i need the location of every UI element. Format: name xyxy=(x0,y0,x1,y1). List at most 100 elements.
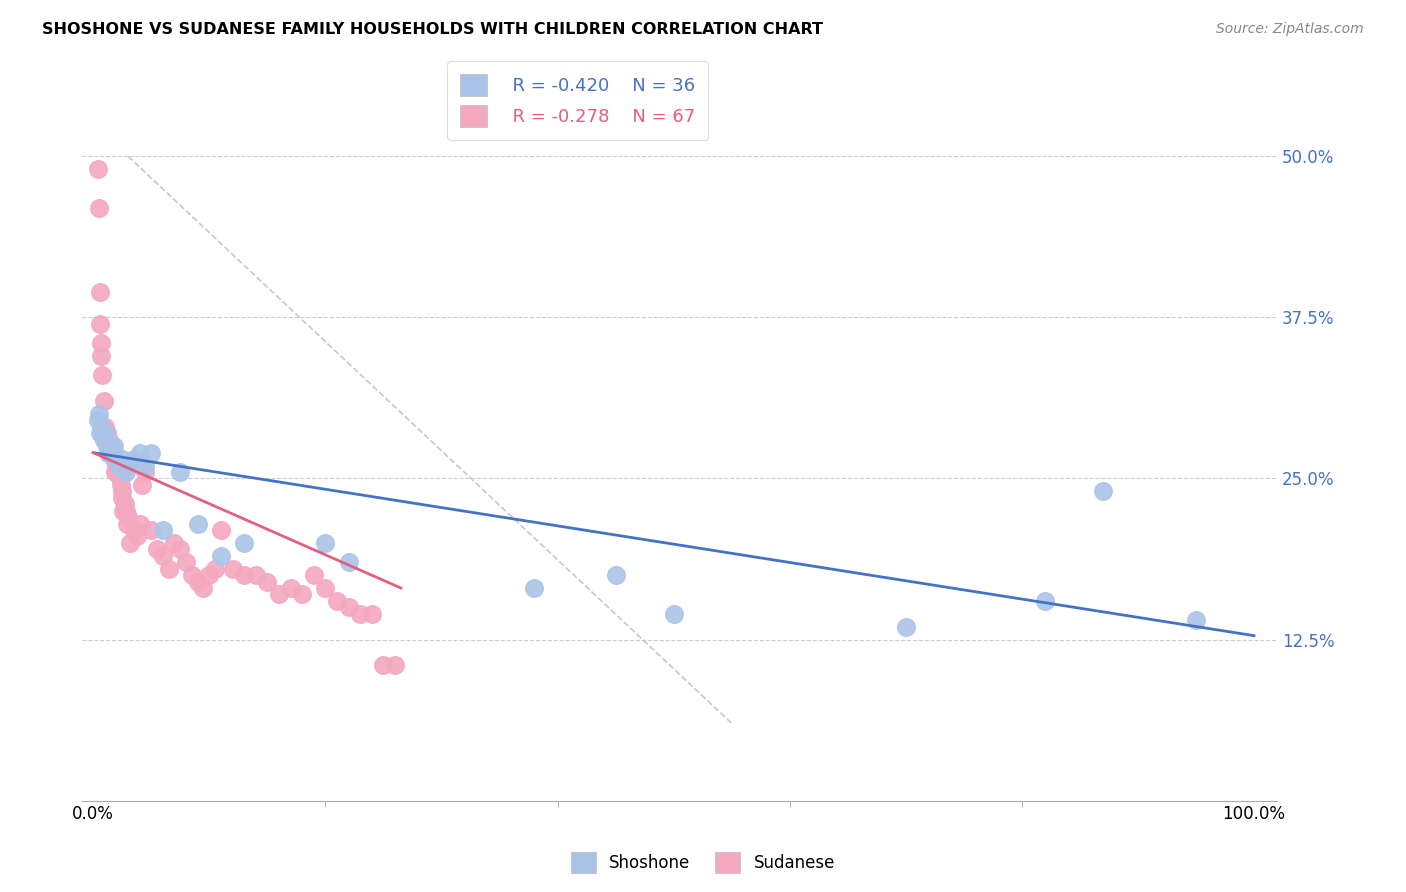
Point xyxy=(605,568,627,582)
Point xyxy=(134,465,156,479)
Point xyxy=(97,445,120,459)
Legend: Shoshone, Sudanese: Shoshone, Sudanese xyxy=(564,846,842,880)
Point xyxy=(360,607,382,621)
Point xyxy=(114,465,136,479)
Point xyxy=(97,433,120,447)
Point xyxy=(314,536,336,550)
Point xyxy=(349,607,371,621)
Point xyxy=(111,484,134,499)
Point xyxy=(107,465,129,479)
Point xyxy=(96,426,118,441)
Point xyxy=(187,574,209,589)
Point xyxy=(87,162,110,177)
Point xyxy=(146,542,169,557)
Point xyxy=(87,407,110,421)
Point xyxy=(1185,613,1208,627)
Point xyxy=(101,439,124,453)
Point xyxy=(90,420,112,434)
Point xyxy=(98,445,121,459)
Point xyxy=(198,568,221,582)
Point xyxy=(91,368,114,383)
Point xyxy=(103,452,125,467)
Point xyxy=(96,439,118,453)
Point xyxy=(94,426,117,441)
Point xyxy=(187,516,209,531)
Point xyxy=(233,536,256,550)
Point xyxy=(152,523,174,537)
Point xyxy=(157,561,180,575)
Point xyxy=(87,201,110,215)
Point xyxy=(174,555,197,569)
Point xyxy=(204,561,226,575)
Point xyxy=(111,491,134,505)
Point xyxy=(111,452,134,467)
Point xyxy=(169,465,191,479)
Point xyxy=(128,445,150,459)
Legend:   R = -0.420    N = 36,   R = -0.278    N = 67: R = -0.420 N = 36, R = -0.278 N = 67 xyxy=(447,62,709,139)
Point xyxy=(209,549,232,563)
Point xyxy=(256,574,278,589)
Point xyxy=(91,426,114,441)
Point xyxy=(103,445,125,459)
Point xyxy=(98,433,121,447)
Point xyxy=(94,426,117,441)
Point xyxy=(122,452,145,467)
Point xyxy=(894,620,917,634)
Point xyxy=(384,658,406,673)
Point xyxy=(180,568,202,582)
Point xyxy=(93,394,115,409)
Point xyxy=(90,336,112,351)
Point xyxy=(89,317,111,331)
Point xyxy=(117,458,139,473)
Text: Source: ZipAtlas.com: Source: ZipAtlas.com xyxy=(1216,22,1364,37)
Point xyxy=(152,549,174,563)
Point xyxy=(291,587,314,601)
Point xyxy=(337,555,360,569)
Point xyxy=(267,587,290,601)
Point xyxy=(120,536,142,550)
Point xyxy=(141,445,163,459)
Point xyxy=(89,285,111,299)
Point xyxy=(245,568,267,582)
Point xyxy=(127,529,149,543)
Point xyxy=(101,445,124,459)
Point xyxy=(114,497,136,511)
Point xyxy=(108,471,131,485)
Point xyxy=(1033,594,1056,608)
Point xyxy=(94,433,117,447)
Point xyxy=(523,581,546,595)
Point xyxy=(221,561,243,575)
Point xyxy=(373,658,395,673)
Point xyxy=(169,542,191,557)
Point xyxy=(105,452,128,467)
Point xyxy=(94,420,117,434)
Point xyxy=(101,445,124,459)
Point xyxy=(103,439,125,453)
Point xyxy=(90,349,112,363)
Point xyxy=(131,478,153,492)
Point xyxy=(134,458,156,473)
Point xyxy=(122,523,145,537)
Point xyxy=(110,478,132,492)
Point xyxy=(107,465,129,479)
Point xyxy=(302,568,325,582)
Point xyxy=(193,581,215,595)
Point xyxy=(100,439,122,453)
Point xyxy=(94,426,117,441)
Point xyxy=(112,503,135,517)
Point xyxy=(337,600,360,615)
Point xyxy=(662,607,685,621)
Point xyxy=(326,594,349,608)
Point xyxy=(209,523,232,537)
Point xyxy=(280,581,302,595)
Point xyxy=(89,426,111,441)
Point xyxy=(163,536,186,550)
Point xyxy=(115,516,138,531)
Point xyxy=(128,516,150,531)
Point xyxy=(117,510,139,524)
Point xyxy=(105,458,128,473)
Point xyxy=(1092,484,1115,499)
Point xyxy=(104,465,127,479)
Point xyxy=(314,581,336,595)
Point xyxy=(114,503,136,517)
